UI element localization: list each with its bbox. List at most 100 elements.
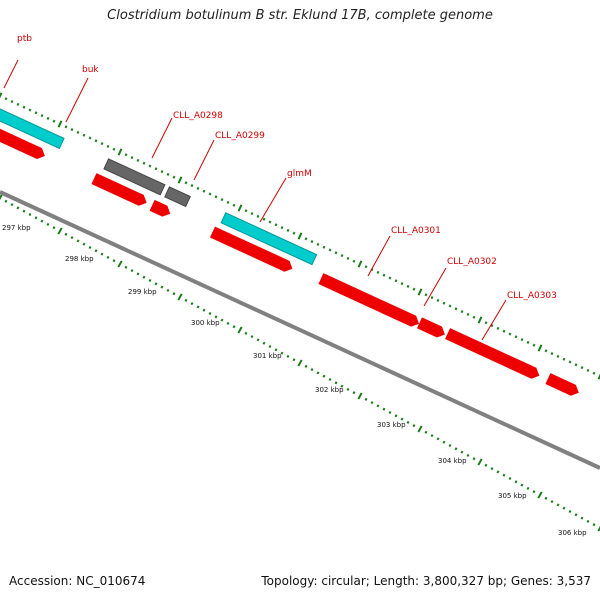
feature-cll-a0298-gray[interactable] xyxy=(103,158,166,196)
minor-tick xyxy=(352,391,356,395)
minor-tick xyxy=(40,114,44,118)
minor-tick xyxy=(508,332,512,336)
feature-buk-cds[interactable] xyxy=(0,118,47,162)
minor-tick xyxy=(484,463,488,467)
minor-tick xyxy=(250,335,254,339)
gene-label-glmm: glmM xyxy=(287,169,312,179)
minor-tick xyxy=(4,97,8,101)
minor-tick xyxy=(88,245,92,250)
minor-tick xyxy=(310,240,314,244)
feature-glmm-rna[interactable] xyxy=(220,212,318,266)
minor-tick xyxy=(472,315,476,319)
minor-tick xyxy=(430,434,434,438)
minor-tick xyxy=(10,100,14,104)
minor-tick xyxy=(580,366,584,370)
gene-label-cll-a0303: CLL_A0303 xyxy=(507,291,557,301)
minor-tick xyxy=(322,245,326,249)
minor-tick xyxy=(460,450,464,454)
feature-buk-rna[interactable] xyxy=(0,102,65,150)
minor-tick xyxy=(262,217,266,221)
major-tick xyxy=(477,458,483,466)
minor-tick xyxy=(172,175,176,179)
feature-cll-a0301b-cds[interactable] xyxy=(416,317,447,340)
gene-label-cll-a0298: CLL_A0298 xyxy=(173,111,223,121)
major-tick xyxy=(357,260,363,268)
minor-tick xyxy=(82,242,86,246)
minor-tick xyxy=(442,301,446,305)
major-tick xyxy=(237,326,243,334)
minor-tick xyxy=(196,305,200,309)
minor-tick xyxy=(376,270,380,274)
minor-tick xyxy=(502,473,506,477)
minor-tick xyxy=(70,236,74,240)
minor-tick xyxy=(112,147,116,151)
feature-glmm-cds[interactable] xyxy=(209,226,295,275)
major-tick xyxy=(117,148,123,156)
minor-tick xyxy=(574,363,578,367)
minor-tick xyxy=(586,368,590,372)
minor-tick xyxy=(436,437,440,441)
minor-tick xyxy=(412,424,416,428)
minor-tick xyxy=(46,116,50,120)
minor-tick xyxy=(562,506,566,510)
minor-tick xyxy=(448,443,452,448)
minor-tick xyxy=(202,189,206,193)
minor-tick xyxy=(208,311,212,316)
minor-tick xyxy=(16,102,20,106)
minor-tick xyxy=(316,371,320,375)
minor-tick xyxy=(94,139,98,143)
minor-tick xyxy=(328,377,332,382)
minor-tick xyxy=(316,242,320,246)
major-tick xyxy=(117,260,123,268)
minor-tick xyxy=(214,315,218,319)
minor-tick xyxy=(550,352,554,356)
feature-cll-a0302-cds[interactable] xyxy=(445,328,542,381)
minor-tick xyxy=(280,351,284,355)
minor-tick xyxy=(496,470,500,474)
minor-tick xyxy=(382,273,386,277)
minor-tick xyxy=(568,360,572,364)
minor-tick xyxy=(190,302,194,306)
minor-tick xyxy=(250,212,254,216)
minor-tick xyxy=(154,167,158,171)
kbp-label-306: 306 kbp xyxy=(558,529,587,537)
minor-tick xyxy=(94,249,98,253)
minor-tick xyxy=(142,161,146,165)
minor-tick xyxy=(490,467,494,471)
minor-tick xyxy=(22,209,26,213)
minor-tick xyxy=(514,480,518,484)
major-tick xyxy=(357,392,363,400)
minor-tick xyxy=(154,282,158,286)
minor-tick xyxy=(292,231,296,235)
minor-tick xyxy=(388,276,392,280)
major-tick xyxy=(597,525,600,532)
minor-tick xyxy=(4,199,8,203)
feature-cll-a0303-cds[interactable] xyxy=(545,373,581,398)
minor-tick xyxy=(382,407,386,411)
minor-tick xyxy=(28,108,32,112)
minor-tick xyxy=(496,326,500,330)
feature-cll-a0299-gray[interactable] xyxy=(164,186,191,208)
feature-cll-a0299-cds[interactable] xyxy=(149,199,173,219)
feature-cll-a0298-cds[interactable] xyxy=(91,173,149,208)
minor-tick xyxy=(214,195,218,199)
minor-tick xyxy=(232,203,236,207)
minor-tick xyxy=(406,420,410,424)
minor-tick xyxy=(502,329,506,333)
kbp-label-297: 297 kbp xyxy=(2,224,31,232)
major-tick xyxy=(177,176,183,184)
minor-tick xyxy=(328,248,332,252)
minor-tick xyxy=(454,307,458,311)
minor-tick xyxy=(256,214,260,218)
minor-tick xyxy=(376,404,380,408)
minor-tick xyxy=(190,184,194,188)
minor-tick xyxy=(106,255,110,259)
minor-tick xyxy=(88,136,92,140)
gene-label-cll-a0299: CLL_A0299 xyxy=(215,131,265,141)
minor-tick xyxy=(334,381,338,385)
minor-tick xyxy=(424,293,428,297)
minor-tick xyxy=(46,222,50,226)
minor-tick xyxy=(130,156,134,160)
feature-cll-a0301-cds[interactable] xyxy=(318,273,421,329)
